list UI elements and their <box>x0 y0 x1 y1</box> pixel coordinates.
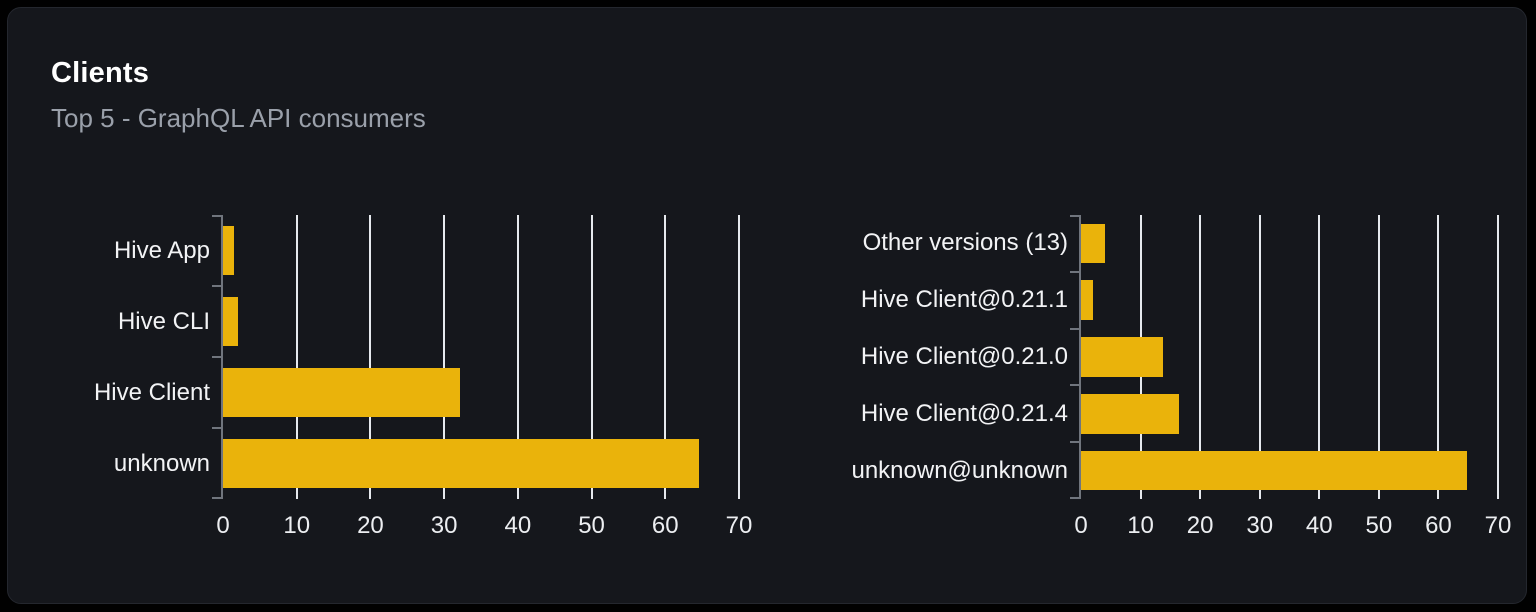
category-label: Other versions (13) <box>862 229 1068 257</box>
bar-hive-client[interactable] <box>223 367 460 418</box>
x-axis-tick-label: 60 <box>651 512 679 539</box>
x-axis-tick-label: 30 <box>1246 512 1274 539</box>
y-axis-tick <box>212 427 221 429</box>
bar-hive-client-0-21-0[interactable] <box>1081 337 1164 377</box>
chart-row: Hive Client@0.21.1 <box>861 272 1498 329</box>
chart-row: unknown <box>114 428 739 499</box>
gridline <box>516 215 519 499</box>
y-axis-tick <box>212 356 221 358</box>
y-axis-tick <box>212 285 221 287</box>
y-axis-tick <box>1070 327 1079 330</box>
x-axis-tick-label: 70 <box>1484 512 1512 539</box>
bar-hive-client-0-21-1[interactable] <box>1081 280 1093 321</box>
clients-card: Clients Top 5 - GraphQL API consumers 0 1… <box>7 7 1527 604</box>
bar-unknown[interactable] <box>223 438 700 489</box>
x-axis-tick-label: 0 <box>1074 512 1088 539</box>
gridline <box>1437 215 1440 499</box>
gridline <box>295 215 298 499</box>
gridline <box>1377 215 1380 499</box>
gridline <box>738 215 740 499</box>
y-axis-tick <box>212 215 221 217</box>
x-axis-tick-label: 20 <box>357 512 384 539</box>
y-axis-tick <box>1070 215 1079 217</box>
card-title: Clients <box>51 57 150 89</box>
gridline <box>1258 215 1261 499</box>
y-axis-line <box>1079 215 1081 499</box>
x-axis-tick-label: 60 <box>1425 512 1452 539</box>
x-axis-tick-label: 50 <box>1365 512 1393 539</box>
y-axis-tick <box>1070 441 1079 444</box>
chart-row: unknown@unknown <box>851 442 1498 499</box>
category-label: Hive Client@0.21.4 <box>860 399 1068 427</box>
category-label: unknown@unknown <box>851 456 1068 484</box>
chart-row: Hive Client <box>94 357 739 428</box>
category-label: unknown <box>113 449 210 477</box>
gridline <box>590 215 593 499</box>
gridline <box>664 215 667 499</box>
chart-row: Other versions (13) <box>863 215 1498 272</box>
chart-row: Hive App <box>114 215 739 286</box>
clients-bar-chart: 0 10 20 30 40 50 60 70 Hive App Hive CLI Hive Clie… <box>94 215 752 539</box>
x-axis-tick-label: 10 <box>283 512 311 539</box>
gridline <box>1199 215 1202 499</box>
x-axis-tick-label: 20 <box>1186 512 1214 539</box>
y-axis-line <box>221 215 223 499</box>
bar-hive-app[interactable] <box>223 225 235 276</box>
gridline <box>1318 215 1321 499</box>
category-label: Hive CLI <box>117 307 210 335</box>
x-axis-tick-label: 40 <box>1305 512 1333 539</box>
category-label: Hive Client <box>93 378 210 406</box>
bar-unknown-unknown[interactable] <box>1081 450 1468 491</box>
x-axis-tick-label: 70 <box>725 512 753 539</box>
y-axis-tick <box>1070 497 1079 499</box>
y-axis-tick <box>1070 384 1079 387</box>
x-axis-tick-label: 50 <box>578 512 605 539</box>
bar-other-versions-13-[interactable] <box>1081 223 1105 264</box>
card-subtitle: Top 5 - GraphQL API consumers <box>51 103 426 133</box>
x-axis-tick-label: 0 <box>216 512 230 539</box>
bar-hive-client-0-21-4[interactable] <box>1081 393 1180 434</box>
x-axis-tick-label: 30 <box>430 512 458 539</box>
category-label: Hive Client@0.21.0 <box>860 342 1068 370</box>
y-axis-tick <box>1070 270 1079 273</box>
chart-row: Hive CLI <box>118 286 739 357</box>
chart-row: Hive Client@0.21.4 <box>861 385 1498 442</box>
category-label: Hive Client@0.21.1 <box>860 286 1068 314</box>
gridline <box>369 215 372 499</box>
chart-row: Hive Client@0.21.0 <box>861 329 1498 386</box>
gridline <box>443 215 446 499</box>
x-axis-tick-label: 40 <box>504 512 532 539</box>
client-versions-bar-chart: 0 10 20 30 40 50 60 70 Other versions (13) Hive C… <box>851 215 1511 539</box>
category-label: Hive App <box>113 236 210 264</box>
y-axis-tick <box>212 497 221 499</box>
x-axis-tick-label: 10 <box>1127 512 1154 539</box>
bar-hive-cli[interactable] <box>223 296 239 347</box>
gridline <box>1497 215 1499 499</box>
